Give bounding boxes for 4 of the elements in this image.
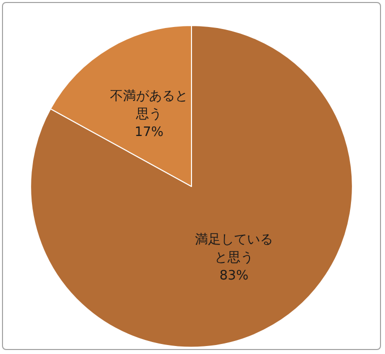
slice-label: 不満があると思う <box>110 89 188 122</box>
data-label: 83% <box>220 268 248 284</box>
slice-label: 満足していると思う <box>194 232 273 266</box>
data-label: 17% <box>134 125 164 140</box>
